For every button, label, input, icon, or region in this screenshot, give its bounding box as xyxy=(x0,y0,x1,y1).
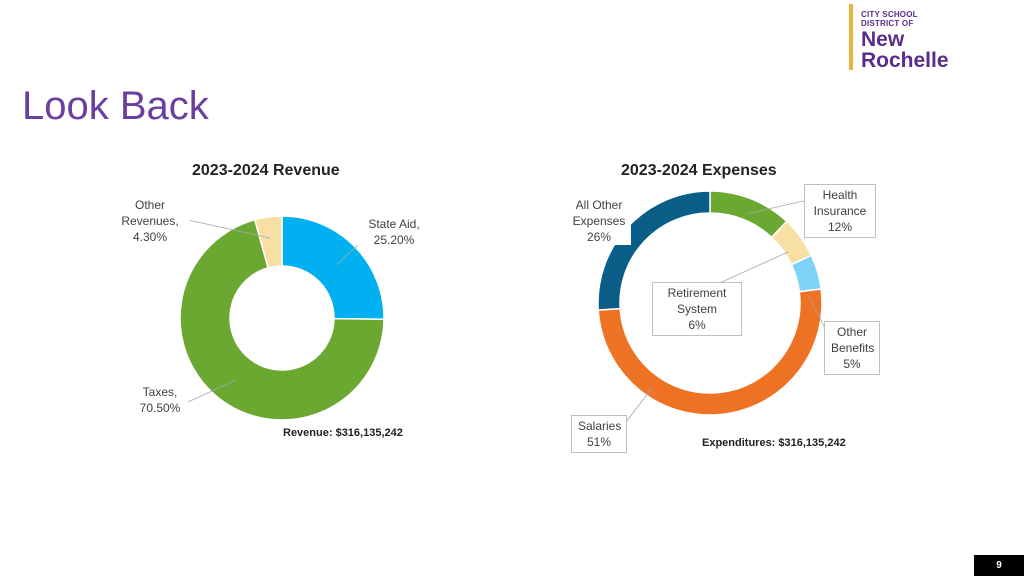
leader-health xyxy=(745,199,809,215)
leader-other-benefits xyxy=(807,294,827,331)
revenue-donut xyxy=(179,215,385,421)
label-other-benefits: Other Benefits 5% xyxy=(824,321,880,375)
label-health-insurance-value: 12% xyxy=(827,220,853,234)
logo-bar xyxy=(849,4,853,70)
label-all-other-expenses: All Other Expenses 26% xyxy=(567,197,631,245)
label-other-revenues: Other Revenues, 4.30% xyxy=(110,197,190,245)
label-state-aid-value: 25.20% xyxy=(373,233,415,247)
label-salaries: Salaries 51% xyxy=(571,415,627,453)
label-taxes-value: 70.50% xyxy=(139,401,181,415)
label-salaries-value: 51% xyxy=(586,435,612,449)
logo-small-text: CITY SCHOOL DISTRICT OF xyxy=(861,10,918,28)
expenses-chart-title: 2023-2024 Expenses xyxy=(621,162,777,179)
revenue-slice-state-aid xyxy=(281,215,385,321)
label-retirement-system-value: 6% xyxy=(688,318,706,332)
label-health-insurance-name: Health Insurance xyxy=(813,188,867,218)
label-taxes: Taxes, 70.50% xyxy=(132,384,188,416)
page-number: 9 xyxy=(974,555,1024,576)
logo-big-text: New Rochelle xyxy=(861,29,949,71)
label-state-aid-name: State Aid, xyxy=(368,217,420,231)
leader-other-revenues xyxy=(187,219,271,239)
expenses-donut xyxy=(597,190,823,416)
label-taxes-name: Taxes, xyxy=(142,385,178,399)
page-title: Look Back xyxy=(22,84,209,128)
label-other-benefits-value: 5% xyxy=(843,357,861,371)
district-logo: CITY SCHOOL DISTRICT OF New Rochelle xyxy=(849,4,999,72)
label-state-aid: State Aid, 25.20% xyxy=(358,216,430,248)
leader-salaries xyxy=(625,387,653,423)
label-other-revenues-value: 4.30% xyxy=(132,230,168,244)
leader-taxes xyxy=(187,379,237,403)
label-all-other-expenses-value: 26% xyxy=(586,230,612,244)
logo-line-3: New xyxy=(861,28,905,51)
revenue-chart-title: 2023-2024 Revenue xyxy=(192,162,340,179)
logo-line-4: Rochelle xyxy=(861,49,949,72)
label-retirement-system-name: Retirement System xyxy=(667,286,727,316)
label-other-benefits-name: Other Benefits xyxy=(831,325,875,355)
label-other-revenues-name: Other Revenues, xyxy=(121,198,179,228)
label-health-insurance: Health Insurance 12% xyxy=(804,184,876,238)
label-retirement-system: Retirement System 6% xyxy=(652,282,742,336)
logo-line-2: DISTRICT OF xyxy=(861,19,914,28)
logo-line-1: CITY SCHOOL xyxy=(861,10,918,19)
expenditures-total: Expenditures: $316,135,242 xyxy=(702,437,846,449)
expenses-slice-health-insurance xyxy=(709,190,788,239)
label-all-other-expenses-name: All Other Expenses xyxy=(572,198,626,228)
expenses-slice-all-other-expenses xyxy=(597,190,711,311)
revenue-slice-taxes xyxy=(179,218,385,421)
revenue-total: Revenue: $316,135,242 xyxy=(283,427,403,439)
revenue-slice-other-revenues xyxy=(253,215,283,269)
label-salaries-name: Salaries xyxy=(578,419,622,433)
